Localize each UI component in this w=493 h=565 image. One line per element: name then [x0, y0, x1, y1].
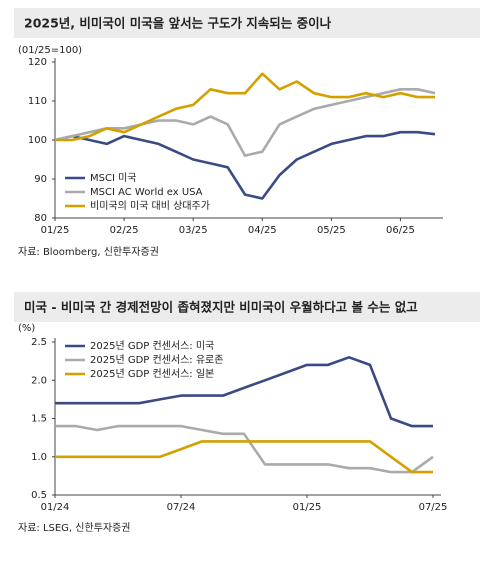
series-line: [55, 72, 435, 142]
legend-label: MSCI 미국: [90, 172, 137, 184]
title-bar: [14, 292, 480, 322]
x-tick-label: 07/25: [419, 502, 448, 513]
series-line: [54, 130, 436, 200]
x-tick-label: 03/25: [179, 225, 208, 236]
y-tick-label: 2.0: [31, 375, 47, 386]
legend-label: MSCI AC World ex USA: [90, 187, 203, 198]
unit-label: (01/25=100): [18, 45, 82, 56]
legend-label: 2025년 GDP 컨센서스: 일본: [90, 368, 214, 380]
source: 자료: Bloomberg, 신한투자증권: [18, 246, 159, 258]
series-line: [55, 440, 433, 474]
chart-title: 미국 - 비미국 간 경제전망이 좁혀졌지만 비미국이 우월하다고 볼 수는 없…: [24, 300, 418, 315]
x-tick-label: 04/25: [248, 225, 277, 236]
x-tick-label: 07/24: [167, 502, 196, 513]
y-tick-label: 2.5: [31, 337, 47, 348]
chart-title: 2025년, 비미국이 미국을 앞서는 구도가 지속되는 중이나: [24, 16, 332, 31]
x-tick-label: 01/24: [41, 502, 70, 513]
y-tick-label: 100: [28, 135, 47, 146]
y-tick-label: 120: [28, 57, 47, 68]
x-tick-label: 02/25: [110, 225, 139, 236]
y-tick-label: 90: [34, 174, 47, 185]
series-line: [54, 88, 436, 157]
legend-label: 비미국의 미국 대비 상대주가: [90, 200, 210, 212]
x-tick-label: 06/25: [386, 225, 415, 236]
y-tick-label: 110: [28, 96, 47, 107]
legend-label: 2025년 GDP 컨센서스: 유로존: [90, 354, 223, 366]
y-tick-label: 0.5: [31, 490, 47, 501]
x-tick-label: 01/25: [293, 502, 322, 513]
legend-label: 2025년 GDP 컨센서스: 미국: [90, 340, 214, 352]
y-tick-label: 1.5: [31, 414, 47, 425]
y-tick-label: 80: [34, 213, 47, 224]
x-tick-label: 01/25: [41, 225, 70, 236]
x-tick-label: 05/25: [317, 225, 346, 236]
source: 자료: LSEG, 신한투자증권: [18, 522, 131, 534]
unit-label: (%): [18, 323, 35, 334]
series-line: [55, 356, 433, 428]
y-tick-label: 1.0: [31, 452, 47, 463]
series-line: [55, 424, 434, 474]
title-bar: [14, 8, 480, 38]
